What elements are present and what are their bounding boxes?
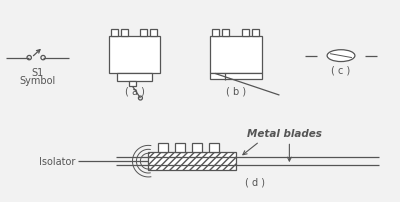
Text: S1: S1	[31, 68, 43, 78]
Text: Symbol: Symbol	[19, 76, 55, 86]
Text: ( b ): ( b )	[226, 86, 246, 96]
Bar	[175, 143, 185, 152]
Bar	[242, 29, 249, 36]
Bar	[209, 143, 219, 152]
Bar	[210, 73, 262, 79]
Bar	[252, 29, 258, 36]
Bar	[192, 143, 202, 152]
Bar	[158, 143, 168, 152]
Bar	[128, 81, 136, 86]
Bar	[210, 36, 262, 73]
Text: Metal blades: Metal blades	[247, 129, 322, 139]
Bar	[120, 29, 128, 36]
Bar	[222, 29, 229, 36]
Bar	[212, 29, 219, 36]
Text: ( c ): ( c )	[331, 65, 351, 76]
Text: ( a ): ( a )	[124, 86, 144, 96]
Bar	[140, 29, 147, 36]
Bar	[109, 36, 160, 73]
Bar	[116, 73, 152, 81]
Bar	[150, 29, 157, 36]
Text: ( d ): ( d )	[245, 178, 265, 188]
Bar	[111, 29, 118, 36]
Text: Isolator: Isolator	[40, 157, 76, 167]
Bar	[148, 152, 236, 170]
Ellipse shape	[327, 50, 355, 62]
